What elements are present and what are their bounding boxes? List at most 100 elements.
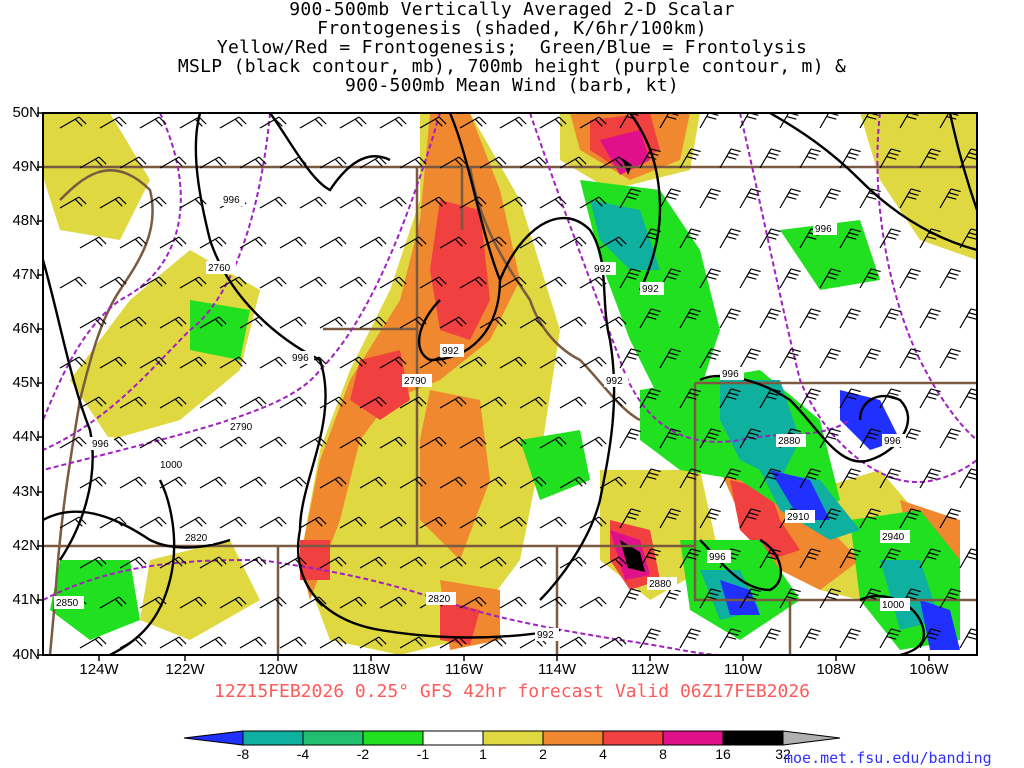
wind-barb: [839, 468, 861, 489]
wind-barb: [919, 388, 941, 409]
wind-barb: [199, 156, 227, 169]
wind-barb: [439, 236, 467, 249]
wind-barbs: [59, 113, 977, 649]
wind-barb: [839, 148, 861, 169]
wind-barb: [519, 156, 547, 169]
wind-barb: [579, 516, 607, 529]
wind-barb: [759, 308, 781, 329]
wind-barb: [359, 556, 387, 569]
wind-barb: [679, 308, 701, 329]
wind-barb: [459, 596, 487, 609]
wind-barb: [119, 476, 147, 489]
wind-barb: [339, 196, 367, 209]
wind-barb: [159, 396, 187, 409]
wind-barb: [359, 316, 387, 329]
wind-barb: [359, 476, 387, 489]
wind-barb: [639, 468, 661, 489]
wind-barb: [219, 276, 247, 289]
wind-barb: [179, 596, 207, 609]
wind-barb: [899, 188, 921, 209]
wind-barb: [679, 628, 701, 649]
wind-barb: [539, 116, 567, 129]
wind-barb: [519, 476, 547, 489]
wind-barb: [879, 468, 901, 489]
mslp-label: 996: [815, 224, 832, 235]
wind-barb: [79, 396, 107, 409]
wind-barb: [139, 436, 167, 449]
map-frame: [42, 112, 978, 656]
wind-barb: [299, 596, 327, 609]
wind-barb: [899, 268, 921, 289]
lat-label: 46N: [12, 320, 40, 337]
wind-barb: [119, 316, 147, 329]
wind-barb: [179, 516, 207, 529]
lon-label: 110W: [723, 661, 763, 678]
wind-barb: [579, 276, 607, 289]
wind-barb: [919, 548, 941, 569]
wind-barb: [559, 236, 587, 249]
wind-barb: [319, 236, 347, 249]
wind-barb: [839, 388, 861, 409]
wind-barb: [599, 556, 627, 569]
wind-barb: [619, 268, 641, 289]
wind-barb: [159, 316, 187, 329]
lat-label: 44N: [12, 428, 40, 445]
wind-barb: [879, 308, 901, 329]
wind-barb: [219, 356, 247, 369]
wind-barb: [719, 628, 741, 649]
wind-barb: [279, 156, 307, 169]
wind-barb: [359, 636, 387, 649]
wind-barb: [79, 556, 107, 569]
wind-barb: [59, 516, 87, 529]
wind-barb: [699, 348, 721, 369]
lon-label: 124W: [79, 661, 119, 678]
wind-barb: [779, 348, 801, 369]
wind-barb: [819, 588, 841, 609]
height-label: 2880: [778, 436, 801, 447]
wind-barb: [179, 276, 207, 289]
wind-barb: [399, 236, 427, 249]
wind-barb: [239, 156, 267, 169]
wind-barb: [299, 516, 327, 529]
wind-barb: [719, 228, 741, 249]
wind-barb: [299, 196, 327, 209]
mslp-label: 996: [722, 369, 739, 380]
wind-barb: [119, 156, 147, 169]
wind-barb: [339, 596, 367, 609]
wind-barb: [79, 636, 107, 649]
wind-barb: [919, 308, 941, 329]
wind-barb: [259, 516, 287, 529]
wind-barb: [599, 636, 627, 649]
wind-barb: [199, 316, 227, 329]
wind-barb: [799, 468, 821, 489]
wind-barb: [579, 116, 607, 129]
wind-barb: [199, 396, 227, 409]
wind-barb: [839, 548, 861, 569]
wind-barb: [99, 516, 127, 529]
wind-barb: [559, 156, 587, 169]
wind-barb: [379, 436, 407, 449]
mslp-label: 992: [642, 284, 659, 295]
wind-barb: [679, 468, 701, 489]
wind-barb: [819, 188, 841, 209]
wind-barb: [199, 636, 227, 649]
height-label: 2880: [649, 579, 672, 590]
wind-barb: [159, 236, 187, 249]
wind-barb: [419, 516, 447, 529]
wind-barb: [699, 113, 719, 129]
wind-barb: [79, 236, 107, 249]
wind-barb: [799, 548, 821, 569]
wind-barb: [279, 236, 307, 249]
wind-barb: [99, 116, 127, 129]
wind-barb: [759, 148, 781, 169]
height-label: 2790: [230, 422, 253, 433]
wind-barb: [499, 116, 527, 129]
wind-barb: [479, 396, 507, 409]
wind-barb: [779, 188, 801, 209]
wind-barb: [99, 276, 127, 289]
wind-barb: [179, 116, 207, 129]
wind-barb: [439, 636, 467, 649]
height-label: 2790: [404, 376, 427, 387]
wind-barb: [699, 588, 721, 609]
credit-url[interactable]: moe.met.fsu.edu/banding: [784, 749, 992, 767]
